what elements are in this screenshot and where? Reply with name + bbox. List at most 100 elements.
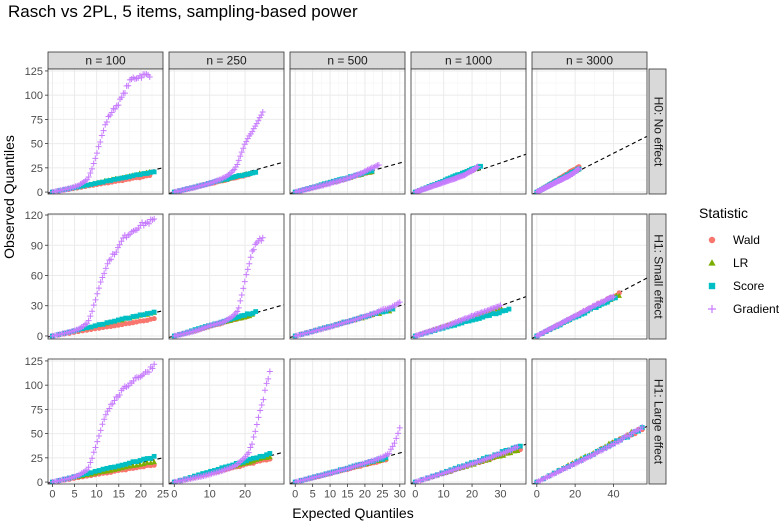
legend-entry: Wald [708,233,760,247]
panel [289,213,406,340]
gradient-point [252,241,259,248]
score-point [364,169,370,175]
wald-point [616,290,622,296]
gradient-point [258,401,265,408]
gradient-point [116,392,123,399]
gradient-point [245,449,252,456]
gradient-point [145,369,152,376]
score-point [192,473,197,479]
gradient-point [253,120,260,127]
score-point [123,174,129,180]
panel-data [290,424,405,484]
gradient-point [90,302,97,309]
gradient-point [87,459,94,466]
panel [410,68,527,195]
score-point [260,453,266,459]
panel-data [169,368,284,484]
gradient-point [255,414,262,421]
y-tick-label: 75 [31,404,43,416]
gradient-point [572,312,579,319]
score-point [456,464,462,470]
score-point [144,311,150,316]
legend-key-lr [708,259,716,266]
gradient-point [474,163,481,170]
score-point [610,295,616,301]
x-tick-label: 40 [607,489,619,501]
score-point [480,314,486,320]
score-point [141,312,147,318]
gradient-point [260,396,267,403]
panel-data [411,153,526,194]
score-point [151,169,157,175]
column-strip-label: n = 100 [85,54,126,68]
gradient-point [90,160,97,167]
score-point [134,313,139,319]
gradient-point [228,314,235,321]
y-tick-label: 100 [25,380,43,392]
panel-data [48,71,163,194]
gradient-point [467,313,474,320]
gradient-point [485,306,492,313]
panel-background [48,214,163,339]
gradient-point [423,329,430,336]
gradient-point [559,319,566,326]
gradient-point [204,181,211,188]
panel [168,68,285,195]
gradient-point [237,297,244,304]
gradient-point [259,109,266,116]
y-tick-label: 0 [37,477,43,489]
legend-entry: LR [708,256,749,270]
legend-title: Statistic [699,205,748,221]
gradient-point [87,169,94,176]
score-point [574,459,580,465]
x-tick-label: 20 [359,489,371,501]
gradient-point [85,317,92,324]
x-tick-label: 10 [438,489,450,501]
score-point [148,455,154,461]
y-tick-label: 50 [31,139,43,151]
score-point [134,459,139,464]
gradient-point [113,249,120,256]
gradient-point [568,314,575,321]
score-point [151,309,157,315]
gradient-point [97,279,104,286]
score-point [88,470,94,476]
score-point [233,174,239,179]
gradient-point [253,421,260,428]
x-tick-label: 30 [494,489,506,501]
gradient-point [94,438,101,445]
score-point [189,328,194,334]
row-strip [648,213,667,340]
panel-data [532,277,647,339]
score-point [250,310,256,316]
score-point [369,168,375,174]
score-point [247,171,253,176]
legend-key-gradient [708,305,716,313]
score-point [96,180,102,186]
gradient-point [473,164,480,171]
gradient-point [94,290,101,297]
gradient-point [92,296,99,303]
gradient-point [235,304,242,311]
row-strip-label: H0: No effect [651,97,665,167]
gradient-point [356,171,363,178]
panel [410,213,527,340]
gradient-point [367,165,374,172]
gradient-point [395,430,402,437]
gradient-point [426,328,433,335]
score-point [244,458,249,464]
score-point [614,438,619,444]
panel-border [410,358,527,485]
panel [47,68,164,195]
score-point [380,309,386,315]
lr-point [151,459,157,465]
gradient-point [448,321,455,328]
x-tick-label: 5 [71,489,77,501]
x-tick-label: 20 [135,489,147,501]
gradient-point [250,246,257,253]
gradient-point [95,143,102,150]
gradient-point [535,332,542,339]
x-tick-label: 20 [466,489,478,501]
gradient-point [102,411,109,418]
score-point [126,460,132,466]
